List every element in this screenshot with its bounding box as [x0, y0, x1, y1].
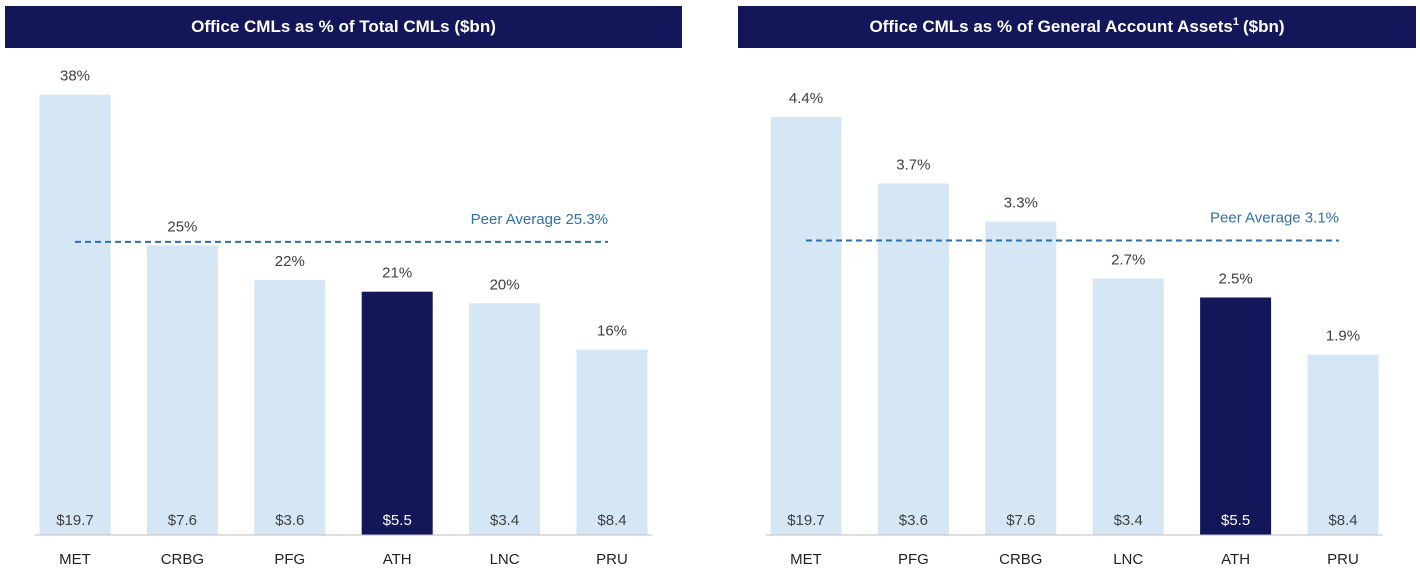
bar	[770, 117, 842, 535]
value-label: 20%	[490, 276, 520, 293]
x-tick-label: CRBG	[161, 551, 204, 568]
x-tick-label: ATH	[1221, 551, 1250, 568]
amount-label: $8.4	[1328, 512, 1357, 529]
bar	[1307, 354, 1379, 535]
value-label: 25%	[167, 218, 197, 235]
bar	[361, 291, 433, 535]
value-label: 16%	[597, 323, 627, 340]
title-note: 1	[1233, 16, 1239, 28]
x-tick-label: ATH	[383, 551, 412, 568]
amount-label: $7.6	[1006, 512, 1035, 529]
bar	[469, 303, 541, 535]
amount-label: $5.5	[383, 512, 412, 529]
amount-label: $5.5	[1221, 512, 1250, 529]
value-label: 4.4%	[789, 90, 823, 107]
bar	[985, 221, 1057, 535]
bar	[254, 280, 326, 535]
x-tick-label: MET	[790, 551, 822, 568]
value-label: 3.3%	[1004, 194, 1038, 211]
chart-title: Office CMLs as % of General Account Asse…	[869, 16, 1284, 37]
x-tick-label: PRU	[596, 551, 628, 568]
bar	[1200, 297, 1272, 535]
amount-label: $19.7	[787, 512, 825, 529]
amount-label: $7.6	[168, 512, 197, 529]
reference-label: Peer Average 3.1%	[1210, 209, 1339, 226]
value-label: 3.7%	[896, 156, 930, 173]
title-text: Office CMLs as % of Total CMLs ($bn)	[191, 17, 496, 36]
title-bar	[5, 6, 682, 48]
value-label: 22%	[275, 253, 305, 270]
chart: Office CMLs as % of General Account Asse…	[738, 6, 1416, 568]
bar	[877, 183, 949, 535]
amount-label: $3.6	[899, 512, 928, 529]
reference-label: Peer Average 25.3%	[471, 211, 608, 228]
x-tick-label: LNC	[1113, 551, 1143, 568]
x-tick-label: CRBG	[999, 551, 1042, 568]
amount-label: $19.7	[56, 512, 94, 529]
value-label: 2.5%	[1218, 270, 1252, 287]
chart-title: Office CMLs as % of Total CMLs ($bn)	[191, 17, 496, 36]
value-label: 1.9%	[1326, 327, 1360, 344]
amount-label: $8.4	[597, 512, 626, 529]
bar	[146, 245, 218, 536]
title-text: Office CMLs as % of General Account Asse…	[869, 17, 1232, 36]
amount-label: $3.4	[490, 512, 519, 529]
bar	[1092, 278, 1164, 535]
amount-label: $3.6	[275, 512, 304, 529]
x-tick-label: LNC	[490, 551, 520, 568]
chart: Office CMLs as % of Total CMLs ($bn) 38% $…	[5, 6, 682, 568]
title-bar	[738, 6, 1416, 48]
x-tick-label: MET	[59, 551, 91, 568]
x-tick-label: PRU	[1327, 551, 1359, 568]
bar	[576, 349, 648, 535]
value-label: 2.7%	[1111, 251, 1145, 268]
bar	[39, 94, 111, 535]
amount-label: $3.4	[1114, 512, 1143, 529]
value-label: 21%	[382, 265, 412, 282]
value-label: 38%	[60, 68, 90, 85]
x-tick-label: PFG	[898, 551, 929, 568]
title-suffix: ($bn)	[1243, 17, 1285, 36]
x-tick-label: PFG	[274, 551, 305, 568]
